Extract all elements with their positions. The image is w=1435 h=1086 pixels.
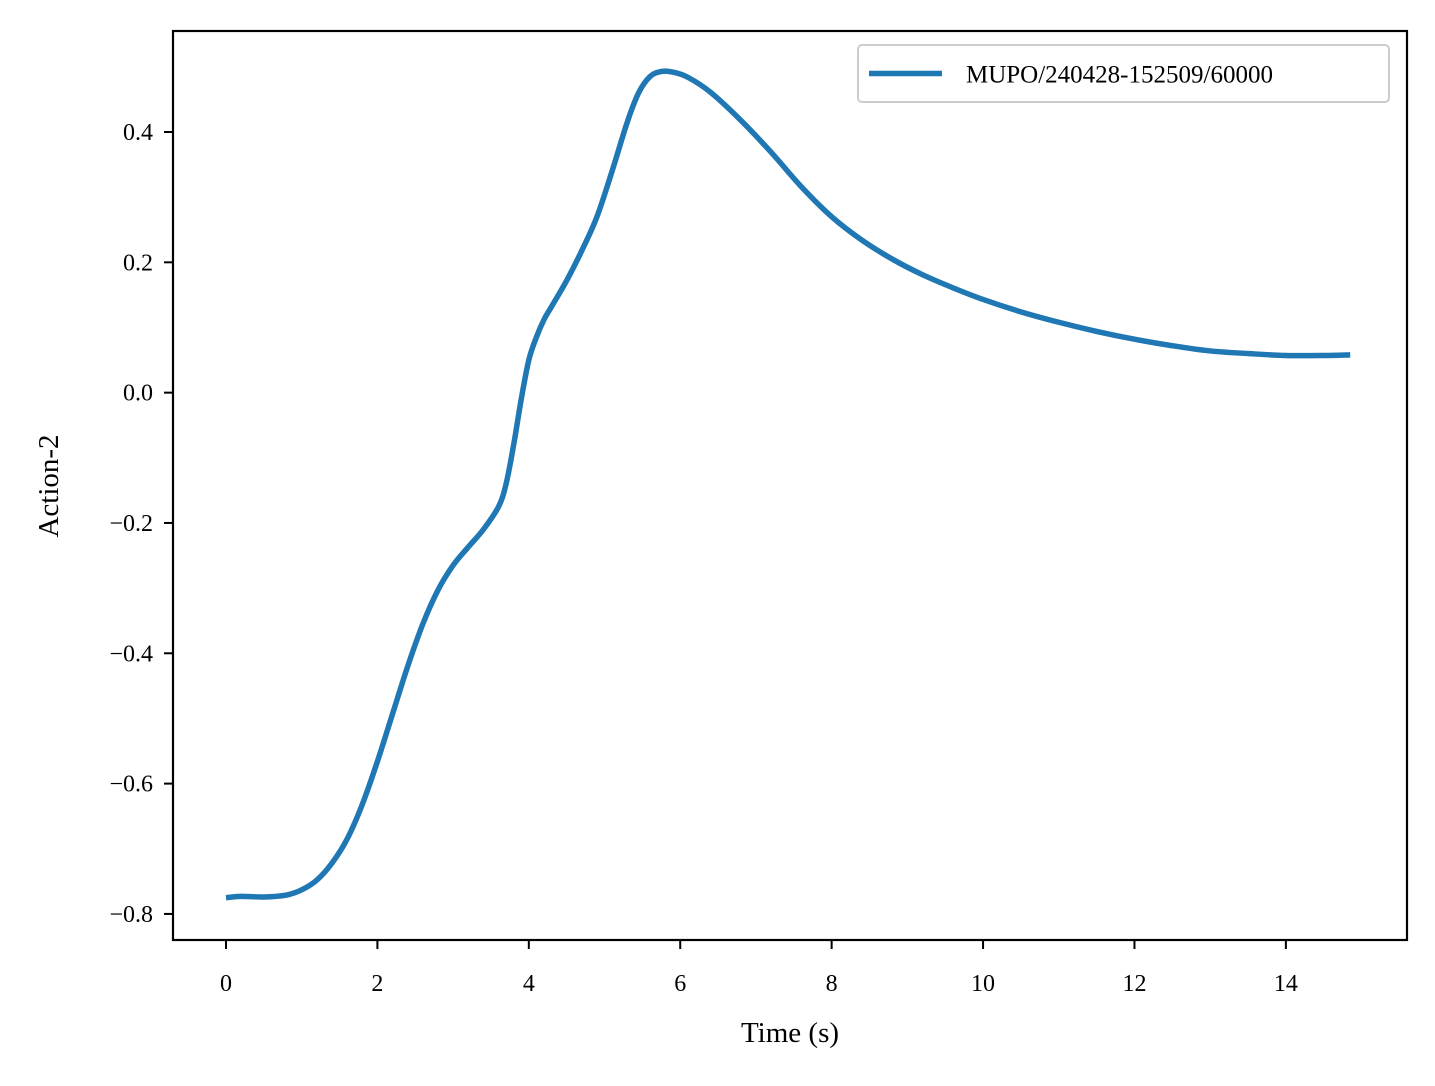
x-axis-label: Time (s) [741,1017,839,1049]
y-tick-label: 0.4 [123,120,153,146]
x-tick-label: 2 [371,971,383,997]
x-tick-label: 14 [1274,971,1298,997]
axis-ticks: 0 2 4 6 8 10 12 14 −0.8 −0.6 −0.4 −0.2 0.0 0.2 0.4 [109,120,1297,997]
x-tick-label: 10 [971,971,995,997]
plot-series [225,68,1351,901]
y-tick-label: −0.8 [109,902,153,928]
y-tick-label: 0.2 [123,250,153,276]
y-tick-label: 0.0 [123,381,153,407]
series-line-0 [225,68,1351,901]
x-tick-label: 0 [220,971,232,997]
x-tick-label: 8 [826,971,838,997]
legend-box [857,44,1390,103]
x-tick-label: 6 [674,971,686,997]
y-axis-label: Action-2 [33,434,65,537]
x-tick-label: 12 [1122,971,1146,997]
plot-frame [171,29,1409,942]
y-tick-label: −0.2 [109,511,153,537]
legend: MUPO/240428-152509/60000 [857,44,1390,103]
y-tick-label: −0.4 [109,641,153,667]
x-tick-label: 4 [523,971,535,997]
legend-label: MUPO/240428-152509/60000 [966,62,1273,89]
y-tick-label: −0.6 [109,772,153,798]
